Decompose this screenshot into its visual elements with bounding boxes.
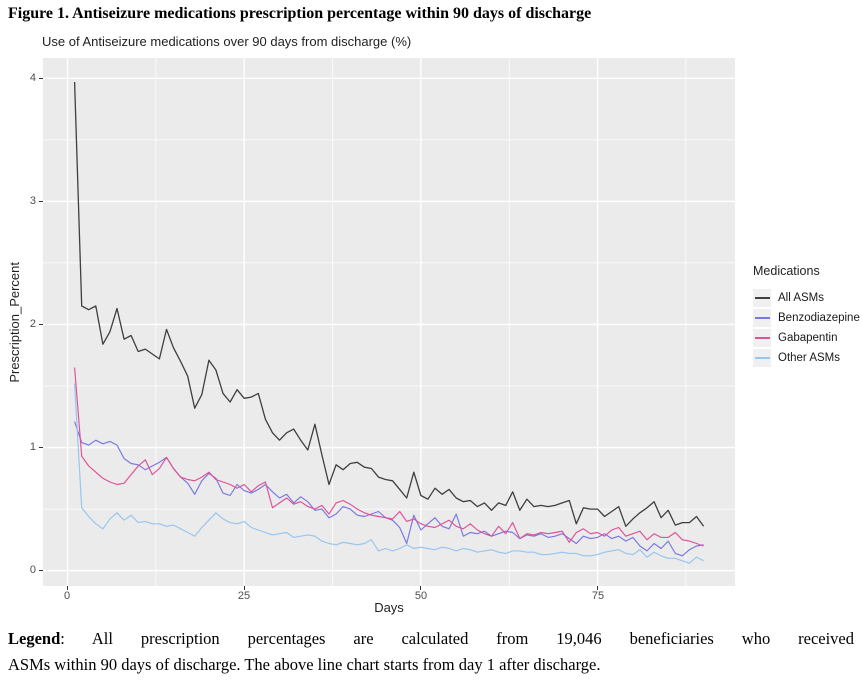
- axis-tick: [39, 447, 43, 449]
- axis-tick: [39, 570, 43, 572]
- caption-line-2: ASMs within 90 days of discharge. The ab…: [8, 655, 601, 674]
- legend-item-other-asms: Other ASMs: [748, 348, 860, 368]
- x-tick-label: 0: [63, 590, 71, 602]
- axis-tick: [39, 200, 43, 202]
- plot-panel: [43, 58, 735, 586]
- legend-item-benzodiazepine: Benzodiazepine: [748, 308, 860, 328]
- y-tick-label: 3: [29, 195, 36, 207]
- x-tick-label: 75: [591, 590, 605, 602]
- legend-title: Medications: [753, 264, 820, 278]
- x-tick-label: 50: [414, 590, 428, 602]
- line-swatch-icon: [754, 357, 770, 359]
- y-tick-label: 4: [29, 72, 36, 84]
- plot-svg: [43, 58, 735, 586]
- legend-key-swatch: [753, 289, 771, 307]
- chart-title: Use of Antiseizure medications over 90 d…: [42, 34, 412, 49]
- legend-label: All ASMs: [778, 292, 825, 304]
- legend-item-gabapentin: Gabapentin: [748, 328, 860, 348]
- line-benzodiazepine: [74, 421, 704, 557]
- axis-tick: [420, 586, 422, 590]
- legend: Medications All ASMs Benzodiazepine Gaba…: [748, 264, 860, 368]
- line-all-asms: [73, 81, 705, 527]
- y-tick-label: 0: [29, 564, 36, 576]
- legend-label: Other ASMs: [778, 352, 840, 364]
- axis-tick: [39, 323, 43, 325]
- axis-tick: [243, 586, 245, 590]
- figure-title: Figure 1. Antiseizure medications prescr…: [8, 5, 592, 22]
- legend-label: Gabapentin: [778, 332, 838, 344]
- axis-tick: [67, 586, 69, 590]
- x-tick-label: 25: [237, 590, 251, 602]
- axis-tick: [597, 586, 599, 590]
- legend-key-swatch: [753, 329, 771, 347]
- line-gabapentin: [74, 367, 704, 547]
- line-swatch-icon: [754, 297, 770, 299]
- y-tick-label: 2: [29, 318, 36, 330]
- legend-key-swatch: [753, 309, 771, 327]
- legend-label: Benzodiazepine: [778, 312, 860, 324]
- figure-caption: Legend: All prescription percentages are…: [8, 626, 854, 678]
- line-swatch-icon: [754, 337, 770, 339]
- x-axis-title: Days: [374, 600, 404, 615]
- caption-line-1: Legend: All prescription percentages are…: [8, 629, 854, 648]
- line-swatch-icon: [754, 317, 770, 319]
- legend-key-swatch: [753, 349, 771, 367]
- axis-tick: [39, 77, 43, 79]
- line-other-asms: [74, 383, 704, 564]
- y-tick-label: 1: [29, 441, 36, 453]
- legend-item-all-asms: All ASMs: [748, 288, 860, 308]
- caption-label: Legend: [8, 629, 61, 648]
